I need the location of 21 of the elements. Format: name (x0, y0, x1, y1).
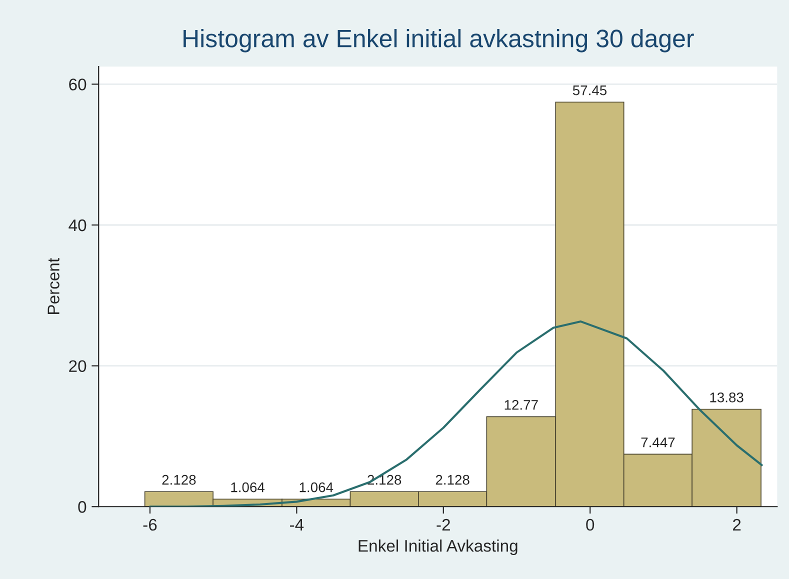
y-tick-label: 60 (69, 78, 86, 90)
y-tick-label: 0 (78, 501, 86, 513)
chart-title: Histogram av Enkel initial avkastning 30 dager (184, 29, 694, 52)
data-label: 1.064 (231, 482, 265, 492)
data-label: 2.128 (162, 474, 196, 485)
x-tick-label: -6 (143, 518, 157, 531)
x-axis-title: Enkel Initial Avkasting (358, 540, 518, 556)
data-label: 13.83 (710, 392, 744, 402)
line-series (148, 320, 763, 507)
data-label: 1.064 (300, 482, 334, 492)
data-label: 2.128 (436, 474, 470, 485)
x-tick-label: 0 (586, 518, 594, 531)
data-label: 12.77 (504, 400, 538, 410)
y-axis-title: Percent (48, 258, 60, 314)
data-label: 7.447 (641, 438, 675, 448)
data-label: 57.45 (572, 86, 607, 96)
y-tick-label: 20 (69, 360, 86, 372)
x-tick-label: -2 (436, 518, 450, 531)
x-tick-label: 2 (733, 518, 741, 531)
y-tick-label: 40 (68, 219, 86, 232)
x-tick-label: -4 (290, 519, 304, 531)
